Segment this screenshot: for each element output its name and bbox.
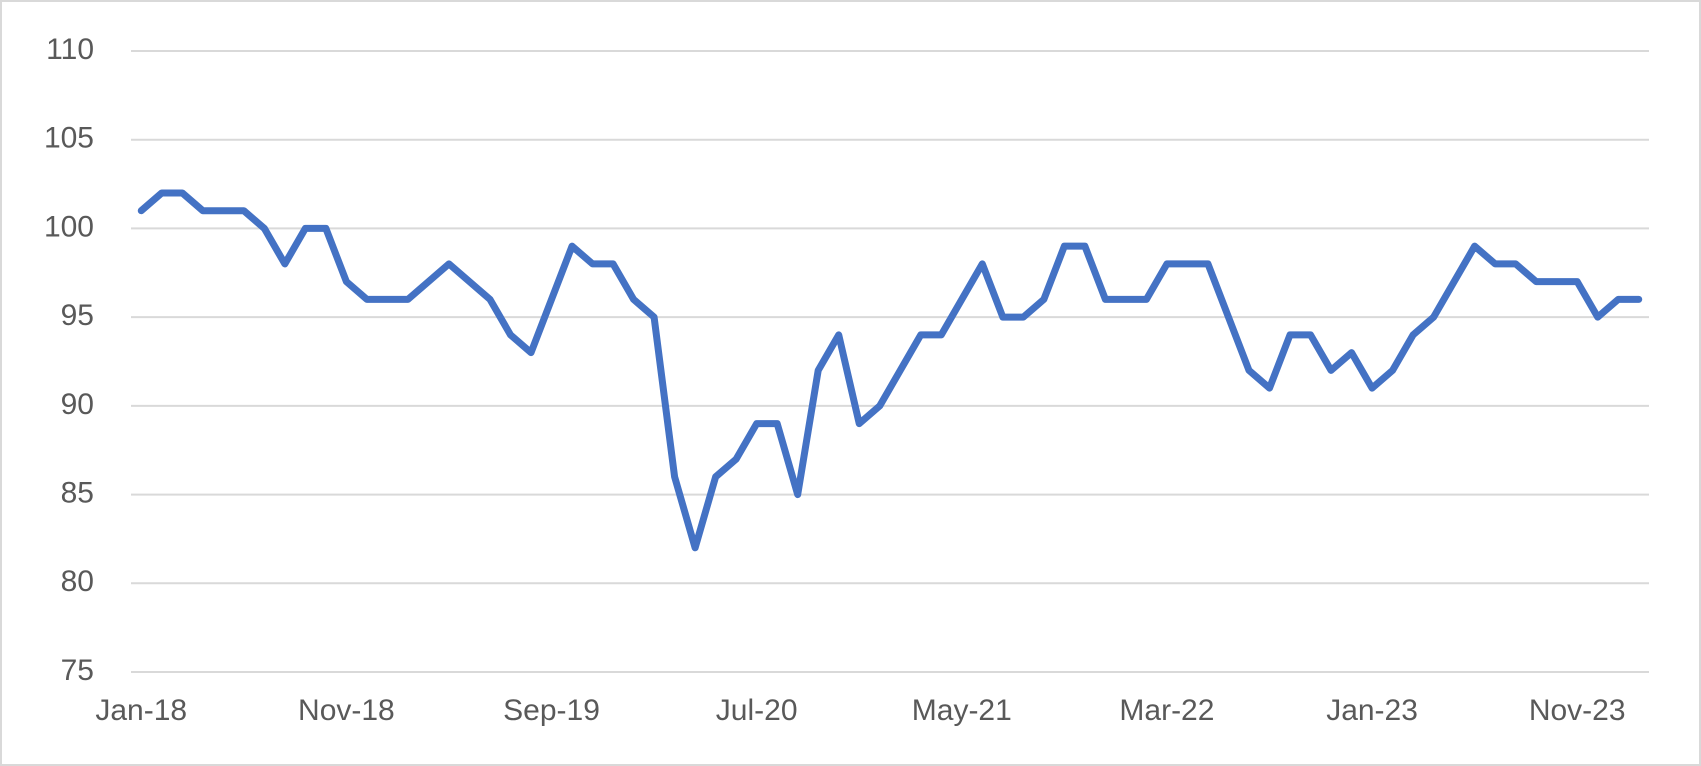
y-tick-label: 110 [46, 33, 94, 66]
x-tick-label: Jul-20 [716, 694, 798, 727]
x-tick-label: Nov-23 [1529, 694, 1626, 727]
y-tick-label: 105 [44, 122, 94, 155]
data-line [137, 189, 1643, 552]
y-tick-label: 75 [61, 654, 94, 687]
x-tick-label: May-21 [912, 694, 1012, 727]
y-tick-label: 95 [61, 299, 94, 332]
y-tick-label: 100 [44, 210, 94, 243]
y-tick-label: 80 [61, 565, 94, 598]
x-tick-label: Sep-19 [503, 694, 600, 727]
y-tick-label: 90 [61, 388, 94, 421]
x-tick-label: Jan-23 [1326, 694, 1418, 727]
x-tick-label: Mar-22 [1119, 694, 1214, 727]
x-tick-label: Nov-18 [298, 694, 395, 727]
x-tick-label: Jan-18 [95, 694, 187, 727]
y-tick-label: 85 [61, 476, 94, 509]
